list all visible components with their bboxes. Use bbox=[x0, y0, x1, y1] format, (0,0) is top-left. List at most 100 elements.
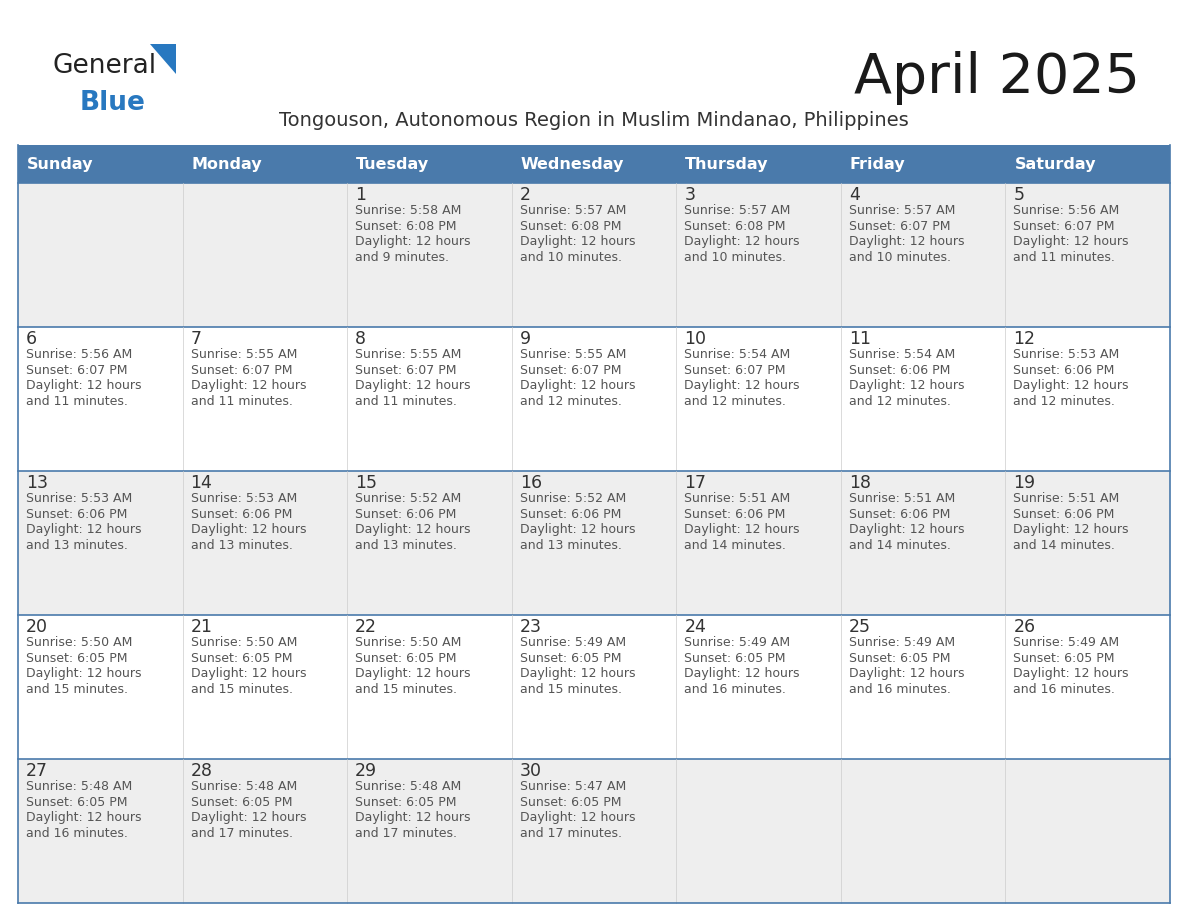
Text: Daylight: 12 hours: Daylight: 12 hours bbox=[190, 379, 307, 393]
Text: Daylight: 12 hours: Daylight: 12 hours bbox=[849, 236, 965, 249]
Text: Daylight: 12 hours: Daylight: 12 hours bbox=[355, 236, 470, 249]
Text: Sunset: 6:06 PM: Sunset: 6:06 PM bbox=[26, 508, 127, 521]
Text: Sunrise: 5:54 AM: Sunrise: 5:54 AM bbox=[849, 349, 955, 362]
Text: and 16 minutes.: and 16 minutes. bbox=[684, 683, 786, 696]
Text: Sunset: 6:06 PM: Sunset: 6:06 PM bbox=[519, 508, 621, 521]
Text: Sunrise: 5:55 AM: Sunrise: 5:55 AM bbox=[355, 349, 461, 362]
Bar bbox=[18, 759, 1170, 903]
Text: 22: 22 bbox=[355, 618, 377, 636]
Text: Daylight: 12 hours: Daylight: 12 hours bbox=[519, 236, 636, 249]
Text: and 12 minutes.: and 12 minutes. bbox=[1013, 395, 1116, 408]
Bar bbox=[18, 327, 1170, 471]
Text: Sunrise: 5:55 AM: Sunrise: 5:55 AM bbox=[190, 349, 297, 362]
Text: Sunset: 6:05 PM: Sunset: 6:05 PM bbox=[519, 796, 621, 809]
Text: Sunset: 6:06 PM: Sunset: 6:06 PM bbox=[1013, 508, 1114, 521]
Text: 12: 12 bbox=[1013, 330, 1036, 348]
Text: April 2025: April 2025 bbox=[854, 51, 1140, 105]
Text: 6: 6 bbox=[26, 330, 37, 348]
Text: Daylight: 12 hours: Daylight: 12 hours bbox=[519, 523, 636, 536]
Bar bbox=[1005, 145, 1170, 183]
Bar bbox=[347, 145, 512, 183]
Text: 15: 15 bbox=[355, 474, 377, 492]
Bar bbox=[18, 615, 1170, 759]
Text: Thursday: Thursday bbox=[685, 156, 769, 172]
Text: Sunrise: 5:49 AM: Sunrise: 5:49 AM bbox=[684, 636, 790, 650]
Text: Sunset: 6:05 PM: Sunset: 6:05 PM bbox=[849, 652, 950, 665]
Text: Wednesday: Wednesday bbox=[520, 156, 624, 172]
Text: Sunset: 6:05 PM: Sunset: 6:05 PM bbox=[26, 796, 127, 809]
Text: 5: 5 bbox=[1013, 186, 1024, 204]
Text: Blue: Blue bbox=[80, 90, 146, 116]
Text: Sunset: 6:05 PM: Sunset: 6:05 PM bbox=[26, 652, 127, 665]
Text: 8: 8 bbox=[355, 330, 366, 348]
Text: 17: 17 bbox=[684, 474, 707, 492]
Text: and 12 minutes.: and 12 minutes. bbox=[849, 395, 950, 408]
Text: Sunset: 6:05 PM: Sunset: 6:05 PM bbox=[684, 652, 785, 665]
Text: Sunset: 6:05 PM: Sunset: 6:05 PM bbox=[519, 652, 621, 665]
Text: Daylight: 12 hours: Daylight: 12 hours bbox=[355, 667, 470, 680]
Text: Daylight: 12 hours: Daylight: 12 hours bbox=[190, 523, 307, 536]
Text: Daylight: 12 hours: Daylight: 12 hours bbox=[684, 379, 800, 393]
Text: Daylight: 12 hours: Daylight: 12 hours bbox=[355, 812, 470, 824]
Text: and 17 minutes.: and 17 minutes. bbox=[355, 827, 457, 840]
Text: Sunrise: 5:57 AM: Sunrise: 5:57 AM bbox=[519, 205, 626, 218]
Text: Sunrise: 5:54 AM: Sunrise: 5:54 AM bbox=[684, 349, 790, 362]
Text: Sunrise: 5:55 AM: Sunrise: 5:55 AM bbox=[519, 349, 626, 362]
Text: and 13 minutes.: and 13 minutes. bbox=[190, 539, 292, 552]
Text: and 16 minutes.: and 16 minutes. bbox=[1013, 683, 1116, 696]
Text: Sunset: 6:05 PM: Sunset: 6:05 PM bbox=[355, 796, 456, 809]
Text: Sunrise: 5:51 AM: Sunrise: 5:51 AM bbox=[1013, 492, 1119, 506]
Text: 24: 24 bbox=[684, 618, 706, 636]
Text: 29: 29 bbox=[355, 762, 378, 780]
Text: and 17 minutes.: and 17 minutes. bbox=[190, 827, 292, 840]
Text: Sunrise: 5:53 AM: Sunrise: 5:53 AM bbox=[26, 492, 132, 506]
Text: Daylight: 12 hours: Daylight: 12 hours bbox=[519, 667, 636, 680]
Text: Sunrise: 5:57 AM: Sunrise: 5:57 AM bbox=[849, 205, 955, 218]
Text: and 16 minutes.: and 16 minutes. bbox=[26, 827, 128, 840]
Text: and 10 minutes.: and 10 minutes. bbox=[684, 251, 786, 264]
Text: Daylight: 12 hours: Daylight: 12 hours bbox=[1013, 236, 1129, 249]
Text: 9: 9 bbox=[519, 330, 531, 348]
Text: Sunset: 6:05 PM: Sunset: 6:05 PM bbox=[190, 652, 292, 665]
Text: Sunrise: 5:52 AM: Sunrise: 5:52 AM bbox=[355, 492, 461, 506]
Text: Sunrise: 5:48 AM: Sunrise: 5:48 AM bbox=[355, 780, 461, 793]
Text: Daylight: 12 hours: Daylight: 12 hours bbox=[849, 379, 965, 393]
Text: Sunset: 6:07 PM: Sunset: 6:07 PM bbox=[849, 220, 950, 233]
Text: and 15 minutes.: and 15 minutes. bbox=[26, 683, 128, 696]
Text: Daylight: 12 hours: Daylight: 12 hours bbox=[26, 523, 141, 536]
Text: Sunrise: 5:56 AM: Sunrise: 5:56 AM bbox=[1013, 205, 1119, 218]
Text: Daylight: 12 hours: Daylight: 12 hours bbox=[26, 379, 141, 393]
Text: Sunrise: 5:50 AM: Sunrise: 5:50 AM bbox=[26, 636, 132, 650]
Text: and 13 minutes.: and 13 minutes. bbox=[26, 539, 128, 552]
Text: and 14 minutes.: and 14 minutes. bbox=[684, 539, 786, 552]
Text: Sunset: 6:07 PM: Sunset: 6:07 PM bbox=[355, 364, 456, 377]
Text: Sunrise: 5:47 AM: Sunrise: 5:47 AM bbox=[519, 780, 626, 793]
Text: Daylight: 12 hours: Daylight: 12 hours bbox=[684, 236, 800, 249]
Text: Sunset: 6:06 PM: Sunset: 6:06 PM bbox=[355, 508, 456, 521]
Text: Sunrise: 5:56 AM: Sunrise: 5:56 AM bbox=[26, 349, 132, 362]
Text: 20: 20 bbox=[26, 618, 48, 636]
Text: Sunset: 6:06 PM: Sunset: 6:06 PM bbox=[849, 364, 950, 377]
Text: Friday: Friday bbox=[849, 156, 905, 172]
Text: and 11 minutes.: and 11 minutes. bbox=[355, 395, 457, 408]
Text: Sunset: 6:08 PM: Sunset: 6:08 PM bbox=[355, 220, 456, 233]
Text: and 11 minutes.: and 11 minutes. bbox=[26, 395, 128, 408]
Text: 16: 16 bbox=[519, 474, 542, 492]
Text: Monday: Monday bbox=[191, 156, 263, 172]
Text: and 10 minutes.: and 10 minutes. bbox=[849, 251, 950, 264]
Text: and 14 minutes.: and 14 minutes. bbox=[1013, 539, 1116, 552]
Text: Daylight: 12 hours: Daylight: 12 hours bbox=[26, 667, 141, 680]
Text: and 14 minutes.: and 14 minutes. bbox=[849, 539, 950, 552]
Bar bbox=[183, 145, 347, 183]
Text: Sunset: 6:05 PM: Sunset: 6:05 PM bbox=[190, 796, 292, 809]
Text: 27: 27 bbox=[26, 762, 48, 780]
Text: 7: 7 bbox=[190, 330, 202, 348]
Text: and 15 minutes.: and 15 minutes. bbox=[519, 683, 621, 696]
Text: General: General bbox=[52, 53, 156, 79]
Text: 2: 2 bbox=[519, 186, 531, 204]
Text: and 15 minutes.: and 15 minutes. bbox=[355, 683, 457, 696]
Text: Daylight: 12 hours: Daylight: 12 hours bbox=[190, 812, 307, 824]
Text: and 12 minutes.: and 12 minutes. bbox=[519, 395, 621, 408]
Text: and 15 minutes.: and 15 minutes. bbox=[190, 683, 292, 696]
Text: Sunrise: 5:50 AM: Sunrise: 5:50 AM bbox=[190, 636, 297, 650]
